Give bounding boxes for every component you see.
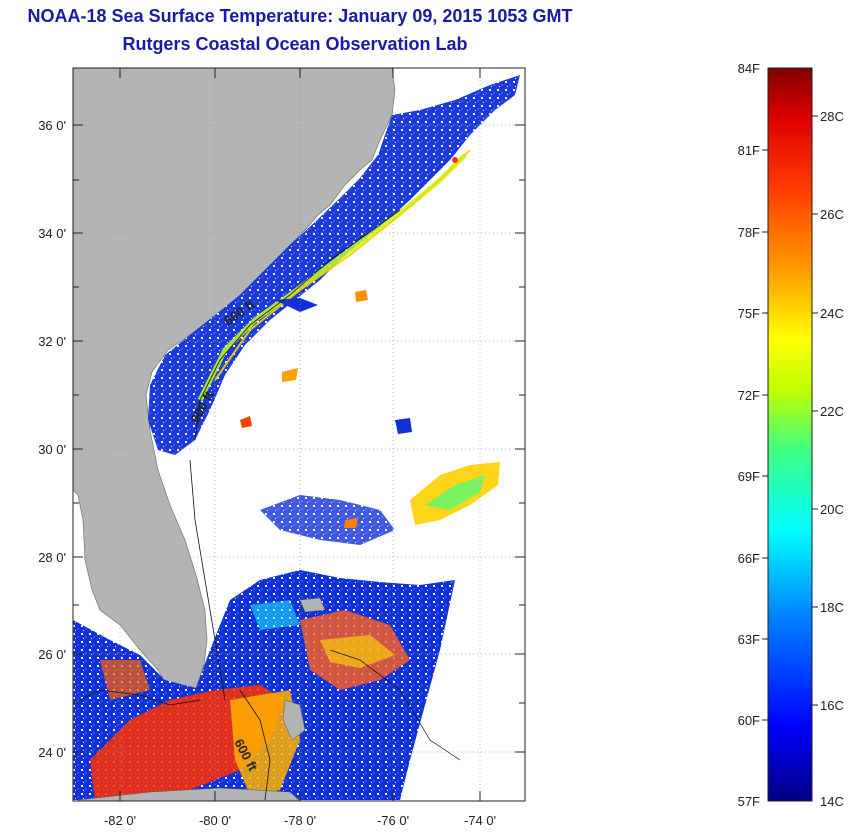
cb-label-16c: 16C [820, 698, 844, 713]
lon-label-76: -76 0' [377, 813, 409, 828]
cb-label-14c: 14C [820, 794, 844, 809]
lat-label-30: 30 0' [38, 442, 66, 457]
cb-label-22c: 22C [820, 404, 844, 419]
cb-label-28c: 28C [820, 109, 844, 124]
lat-label-36: 36 0' [38, 118, 66, 133]
cb-label-66f: 66F [738, 551, 760, 566]
cb-label-84f: 84F [738, 61, 760, 76]
map-subtitle: Rutgers Coastal Ocean Observation Lab [122, 34, 468, 54]
sst-warm-front-core [214, 149, 471, 381]
cb-label-24c: 24C [820, 306, 844, 321]
cb-label-72f: 72F [738, 388, 760, 403]
cb-label-78f: 78F [738, 225, 760, 240]
lat-label-34: 34 0' [38, 226, 66, 241]
cb-label-81f: 81F [738, 143, 760, 158]
cb-label-57f: 57F [738, 794, 760, 809]
land-mass-us [73, 68, 396, 696]
cb-label-69f: 69F [738, 469, 760, 484]
cb-label-60f: 60F [738, 713, 760, 728]
colorbar [767, 67, 813, 802]
lat-label-28: 28 0' [38, 550, 66, 565]
map-title: NOAA-18 Sea Surface Temperature: January… [27, 6, 573, 26]
cb-label-20c: 20C [820, 502, 844, 517]
lon-label-82: -82 0' [104, 813, 136, 828]
lat-label-26: 26 0' [38, 647, 66, 662]
lat-label-32: 32 0' [38, 334, 66, 349]
cb-label-26c: 26C [820, 207, 844, 222]
lon-label-78: -78 0' [284, 813, 316, 828]
lat-label-24: 24 0' [38, 745, 66, 760]
map-frame [72, 67, 526, 802]
lon-label-80: -80 0' [199, 813, 231, 828]
cb-label-18c: 18C [820, 600, 844, 615]
map-panel: 600 ft 600 ft 600 ft [73, 68, 525, 801]
lon-label-74: -74 0' [464, 813, 496, 828]
cb-label-63f: 63F [738, 632, 760, 647]
cb-label-75f: 75F [738, 306, 760, 321]
sst-patch-mid [260, 495, 395, 545]
